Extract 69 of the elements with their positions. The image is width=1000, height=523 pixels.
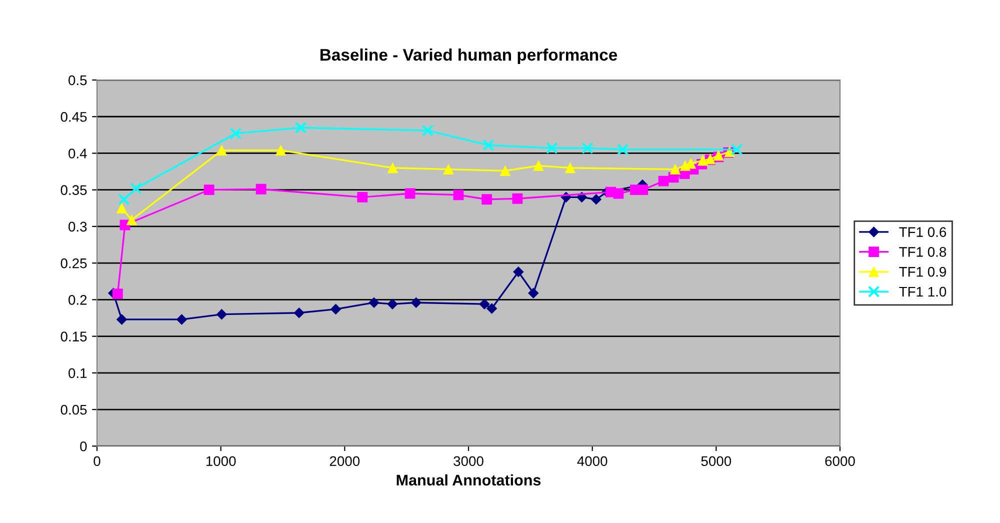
point (443, 164, 454, 175)
point (230, 128, 242, 140)
point (368, 297, 380, 308)
x-axis-title: Manual Annotations (396, 474, 541, 486)
point (730, 144, 743, 156)
point (410, 297, 422, 308)
point (486, 303, 498, 314)
point (482, 194, 492, 205)
point (387, 298, 398, 310)
legend-label: TF1 1.0 (899, 286, 946, 297)
point (276, 145, 286, 156)
point (528, 288, 539, 298)
y-tick-label: 0 (80, 441, 87, 452)
point (130, 182, 142, 194)
y-tick-label: 0.1 (68, 368, 87, 378)
point (698, 155, 708, 166)
point (479, 298, 490, 310)
point (616, 144, 629, 156)
y-tick-label: 0.45 (60, 112, 87, 122)
point (453, 190, 464, 200)
point (546, 142, 558, 154)
point (533, 160, 544, 171)
point (500, 166, 510, 176)
y-tick-label: 0.5 (68, 75, 87, 86)
x-tick-label: 4000 (577, 456, 608, 466)
point (112, 288, 123, 300)
x-tick-label: 6000 (825, 456, 855, 466)
y-tick-label: 0.2 (68, 295, 87, 305)
point (126, 214, 137, 226)
point (404, 188, 416, 199)
point (564, 162, 576, 174)
point (176, 314, 187, 325)
point (512, 193, 523, 204)
point (357, 192, 368, 202)
y-tick-label: 0.35 (60, 185, 87, 196)
x-tick-label: 5000 (701, 456, 732, 466)
y-tick-label: 0.15 (60, 332, 87, 342)
point (590, 194, 602, 205)
point (256, 184, 266, 194)
x-tick-label: 0 (94, 456, 100, 466)
point (294, 308, 304, 318)
chart-title: Baseline - Varied human performance (320, 48, 618, 64)
point (116, 314, 128, 325)
point (216, 309, 227, 320)
point (216, 145, 227, 156)
point (638, 184, 648, 196)
point (116, 202, 127, 214)
point (482, 139, 494, 152)
y-tick-label: 0.05 (60, 404, 87, 415)
legend-label: TF1 0.8 (899, 247, 946, 257)
x-tick-label: 1000 (206, 456, 236, 466)
legend-label: TF1 0.6 (899, 227, 946, 237)
point (118, 193, 130, 206)
point (330, 304, 342, 314)
point (388, 162, 398, 174)
x-tick-label: 2000 (330, 456, 360, 466)
y-tick-label: 0.25 (60, 258, 87, 268)
point (670, 164, 680, 175)
point (658, 176, 669, 186)
point (294, 122, 307, 134)
x-tick-label: 3000 (454, 456, 484, 466)
y-tick-label: 0.4 (68, 148, 87, 158)
point (582, 142, 594, 154)
point (422, 124, 434, 136)
point (613, 188, 624, 199)
y-tick-label: 0.3 (68, 222, 87, 232)
legend-label: TF1 0.9 (899, 266, 946, 277)
point (513, 266, 524, 278)
point (204, 184, 214, 196)
